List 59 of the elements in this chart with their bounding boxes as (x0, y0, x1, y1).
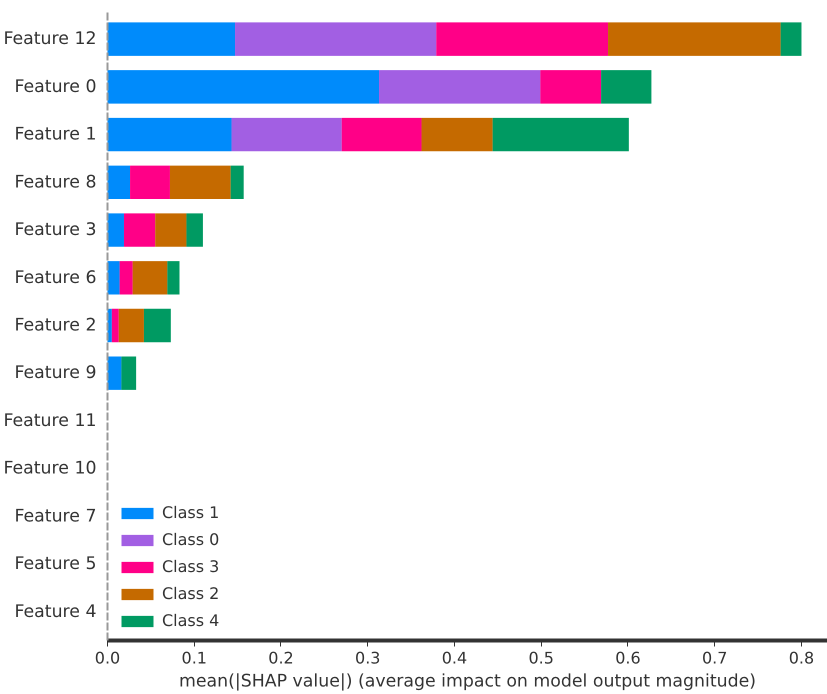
bar (601, 70, 652, 104)
bar (112, 308, 119, 342)
y-tick-label: Feature 10 (3, 458, 97, 479)
legend-label: Class 2 (162, 584, 220, 603)
bar (155, 213, 186, 247)
bar (108, 166, 130, 200)
legend-label: Class 0 (162, 530, 220, 549)
y-tick-label: Feature 0 (14, 76, 97, 97)
x-axis-title: mean(|SHAP value|) (average impact on model output magnitude) (178, 672, 756, 692)
bar (186, 213, 203, 247)
bar (108, 356, 122, 390)
bar (132, 261, 168, 294)
bar (235, 22, 436, 56)
bar (436, 22, 608, 56)
bar (118, 308, 144, 342)
y-tick-label: Feature 5 (14, 554, 97, 574)
x-tick-label: 0.1 (182, 648, 207, 668)
bar (130, 166, 170, 200)
bar (108, 261, 120, 294)
y-tick-label: Feature 7 (14, 506, 97, 526)
bar (608, 22, 781, 56)
y-tick-label: Feature 9 (14, 363, 97, 384)
bar (121, 356, 136, 390)
y-tick-label: Feature 4 (14, 602, 97, 622)
x-tick-label: 0.6 (615, 648, 641, 668)
bar (492, 118, 629, 152)
y-tick-label: Feature 3 (14, 220, 97, 240)
x-tick-label: 0.4 (442, 648, 468, 668)
x-tick-label: 0.0 (94, 648, 120, 668)
x-tick-label: 0.8 (788, 648, 814, 668)
y-tick-label: Feature 12 (3, 29, 97, 50)
bar (167, 261, 180, 294)
bar (108, 118, 232, 152)
bar (780, 22, 802, 56)
bar (124, 213, 156, 247)
bar (144, 308, 171, 342)
y-tick-label: Feature 11 (3, 410, 97, 431)
x-tick-label: 0.3 (355, 648, 380, 668)
bar (422, 118, 493, 152)
x-tick-label: 0.7 (702, 648, 728, 668)
bar (540, 70, 602, 104)
bar (230, 166, 244, 200)
y-tick-label: Feature 6 (14, 268, 97, 288)
legend-label: Class 4 (162, 611, 220, 630)
y-tick-label: Feature 8 (14, 172, 97, 192)
y-tick-label: Feature 2 (14, 316, 97, 336)
x-tick-label: 0.5 (528, 648, 554, 668)
legend-label: Class 3 (162, 557, 220, 576)
bar (170, 166, 231, 200)
bar (232, 118, 342, 152)
bar (342, 118, 422, 152)
x-tick-label: 0.2 (268, 648, 294, 668)
legend-label: Class 1 (162, 503, 220, 522)
bar (120, 261, 133, 294)
bar (108, 22, 236, 56)
bar (379, 70, 540, 104)
bar (108, 70, 380, 104)
bar (108, 213, 124, 247)
y-tick-label: Feature 1 (14, 124, 97, 145)
